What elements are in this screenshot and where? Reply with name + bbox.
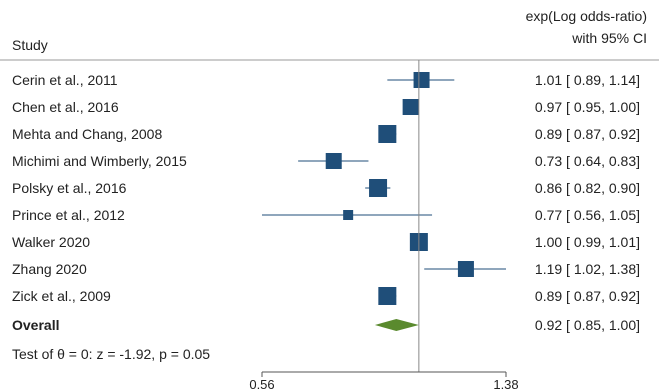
x-axis-ticks: 0.56 1.38 [249, 372, 519, 391]
header-effect-line1: exp(Log odds-ratio) [526, 8, 647, 24]
study-label: Polsky et al., 2016 [12, 180, 127, 196]
study-marker [325, 153, 342, 169]
study-label: Walker 2020 [12, 234, 90, 250]
study-marker [343, 210, 354, 220]
study-effect-text: 0.86 [ 0.82, 0.90] [535, 180, 640, 196]
study-marker [369, 179, 388, 197]
study-label: Cerin et al., 2011 [12, 72, 118, 88]
study-effect-text: 0.89 [ 0.87, 0.92] [535, 126, 640, 142]
x-tick-label: 1.38 [493, 377, 518, 391]
study-effect-text: 0.97 [ 0.95, 1.00] [535, 99, 640, 115]
study-label: Zick et al., 2009 [12, 288, 111, 304]
study-marker [402, 99, 419, 115]
study-label: Michimi and Wimberly, 2015 [12, 153, 187, 169]
study-marker [378, 125, 397, 143]
study-effect-text: 1.01 [ 0.89, 1.14] [535, 72, 640, 88]
overall-effect-text: 0.92 [ 0.85, 1.00] [535, 317, 640, 333]
study-effect-text: 0.77 [ 0.56, 1.05] [535, 207, 640, 223]
header-study: Study [12, 37, 48, 53]
study-marker [413, 72, 430, 88]
study-label: Prince et al., 2012 [12, 207, 125, 223]
study-effect-text: 1.00 [ 0.99, 1.01] [535, 234, 640, 250]
study-label: Zhang 2020 [12, 261, 87, 277]
study-effect-text: 0.73 [ 0.64, 0.83] [535, 153, 640, 169]
x-tick-label: 0.56 [249, 377, 274, 391]
study-marker [378, 287, 397, 305]
study-label: Mehta and Chang, 2008 [12, 126, 162, 142]
test-statistic-text: Test of θ = 0: z = -1.92, p = 0.05 [12, 346, 210, 362]
header-effect-line2: with 95% CI [571, 30, 647, 46]
study-marker [457, 261, 474, 277]
study-effect-text: 0.89 [ 0.87, 0.92] [535, 288, 640, 304]
forest-marks: Cerin et al., 2011 1.01 [ 0.89, 1.14] Chen… [12, 60, 640, 372]
overall-label: Overall [12, 317, 59, 333]
study-effect-text: 1.19 [ 1.02, 1.38] [535, 261, 640, 277]
study-label: Chen et al., 2016 [12, 99, 119, 115]
overall-diamond [374, 319, 419, 331]
